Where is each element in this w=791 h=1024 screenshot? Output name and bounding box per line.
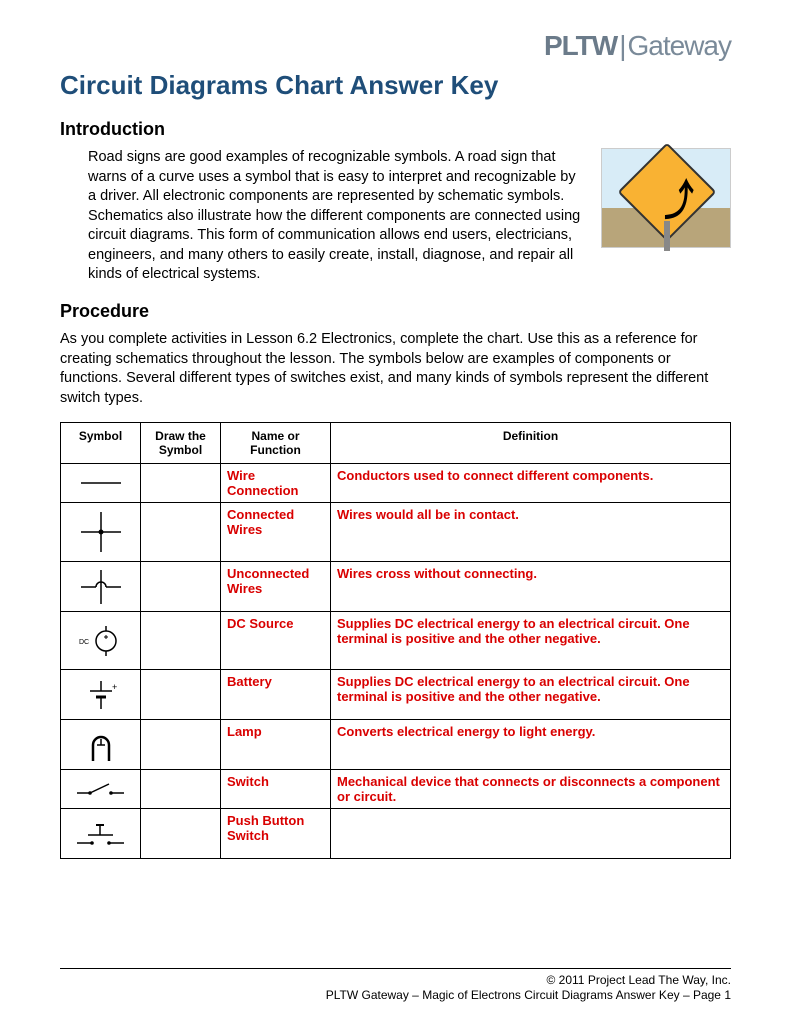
brand-bold: PLTW bbox=[544, 30, 617, 61]
lamp-icon bbox=[81, 725, 121, 765]
draw-cell bbox=[141, 464, 221, 503]
footer-page-info: PLTW Gateway – Magic of Electrons Circui… bbox=[60, 988, 731, 1004]
page-title: Circuit Diagrams Chart Answer Key bbox=[60, 70, 731, 101]
intro-block: Road signs are good examples of recogniz… bbox=[60, 148, 731, 285]
definition-cell: Conductors used to connect different com… bbox=[331, 464, 731, 503]
brand-pipe: | bbox=[619, 30, 625, 61]
th-definition: Definition bbox=[331, 423, 731, 464]
table-row: Connected Wires Wires would all be in co… bbox=[61, 503, 731, 562]
name-cell: Unconnected Wires bbox=[221, 562, 331, 612]
name-cell: Wire Connection bbox=[221, 464, 331, 503]
procedure-heading: Procedure bbox=[60, 301, 731, 322]
unconnected-wires-icon bbox=[76, 567, 126, 607]
intro-heading: Introduction bbox=[60, 119, 731, 140]
page-footer: © 2011 Project Lead The Way, Inc. PLTW G… bbox=[60, 968, 731, 1004]
draw-cell bbox=[141, 503, 221, 562]
draw-cell bbox=[141, 670, 221, 720]
name-cell: Push Button Switch bbox=[221, 809, 331, 859]
svg-text:+: + bbox=[112, 682, 117, 692]
draw-cell bbox=[141, 612, 221, 670]
table-row: Unconnected Wires Wires cross without co… bbox=[61, 562, 731, 612]
name-cell: Battery bbox=[221, 670, 331, 720]
th-symbol: Symbol bbox=[61, 423, 141, 464]
intro-text: Road signs are good examples of recogniz… bbox=[88, 148, 586, 285]
table-row: Lamp Converts electrical energy to light… bbox=[61, 720, 731, 770]
table-row: Wire Connection Conductors used to conne… bbox=[61, 464, 731, 503]
connected-wires-icon bbox=[76, 507, 126, 557]
brand-light: Gateway bbox=[628, 30, 732, 61]
symbol-cell bbox=[61, 562, 141, 612]
symbol-cell bbox=[61, 503, 141, 562]
sign-arrow-icon: ⤴ bbox=[664, 167, 693, 228]
definition-cell: Wires cross without connecting. bbox=[331, 562, 731, 612]
symbol-cell: + bbox=[61, 670, 141, 720]
footer-copyright: © 2011 Project Lead The Way, Inc. bbox=[60, 973, 731, 989]
push-button-switch-icon bbox=[73, 817, 128, 851]
battery-icon: + bbox=[76, 677, 126, 713]
symbol-cell bbox=[61, 464, 141, 503]
symbols-table: Symbol Draw the Symbol Name or Function … bbox=[60, 422, 731, 859]
dc-source-icon: DC bbox=[71, 621, 131, 661]
table-row: Switch Mechanical device that connects o… bbox=[61, 770, 731, 809]
table-row: Push Button Switch bbox=[61, 809, 731, 859]
symbol-cell bbox=[61, 809, 141, 859]
wire-icon bbox=[76, 475, 126, 491]
draw-cell bbox=[141, 562, 221, 612]
symbol-cell bbox=[61, 770, 141, 809]
definition-cell: Wires would all be in contact. bbox=[331, 503, 731, 562]
table-header-row: Symbol Draw the Symbol Name or Function … bbox=[61, 423, 731, 464]
draw-cell bbox=[141, 720, 221, 770]
svg-text:DC: DC bbox=[79, 639, 89, 646]
th-name: Name or Function bbox=[221, 423, 331, 464]
definition-cell: Mechanical device that connects or disco… bbox=[331, 770, 731, 809]
th-draw: Draw the Symbol bbox=[141, 423, 221, 464]
switch-icon bbox=[73, 778, 128, 800]
draw-cell bbox=[141, 809, 221, 859]
table-row: + Battery Supplies DC electrical energy … bbox=[61, 670, 731, 720]
procedure-text: As you complete activities in Lesson 6.2… bbox=[60, 330, 731, 408]
definition-cell: Converts electrical energy to light ener… bbox=[331, 720, 731, 770]
symbol-cell bbox=[61, 720, 141, 770]
definition-cell bbox=[331, 809, 731, 859]
table-row: DC DC Source Supplies DC electrical ener… bbox=[61, 612, 731, 670]
road-sign-image: ⤴ bbox=[601, 148, 731, 248]
name-cell: Lamp bbox=[221, 720, 331, 770]
definition-cell: Supplies DC electrical energy to an elec… bbox=[331, 612, 731, 670]
symbol-cell: DC bbox=[61, 612, 141, 670]
name-cell: Connected Wires bbox=[221, 503, 331, 562]
brand-logo: PLTW|Gateway bbox=[60, 30, 731, 62]
definition-cell: Supplies DC electrical energy to an elec… bbox=[331, 670, 731, 720]
name-cell: DC Source bbox=[221, 612, 331, 670]
name-cell: Switch bbox=[221, 770, 331, 809]
sign-post-icon bbox=[664, 221, 670, 251]
draw-cell bbox=[141, 770, 221, 809]
